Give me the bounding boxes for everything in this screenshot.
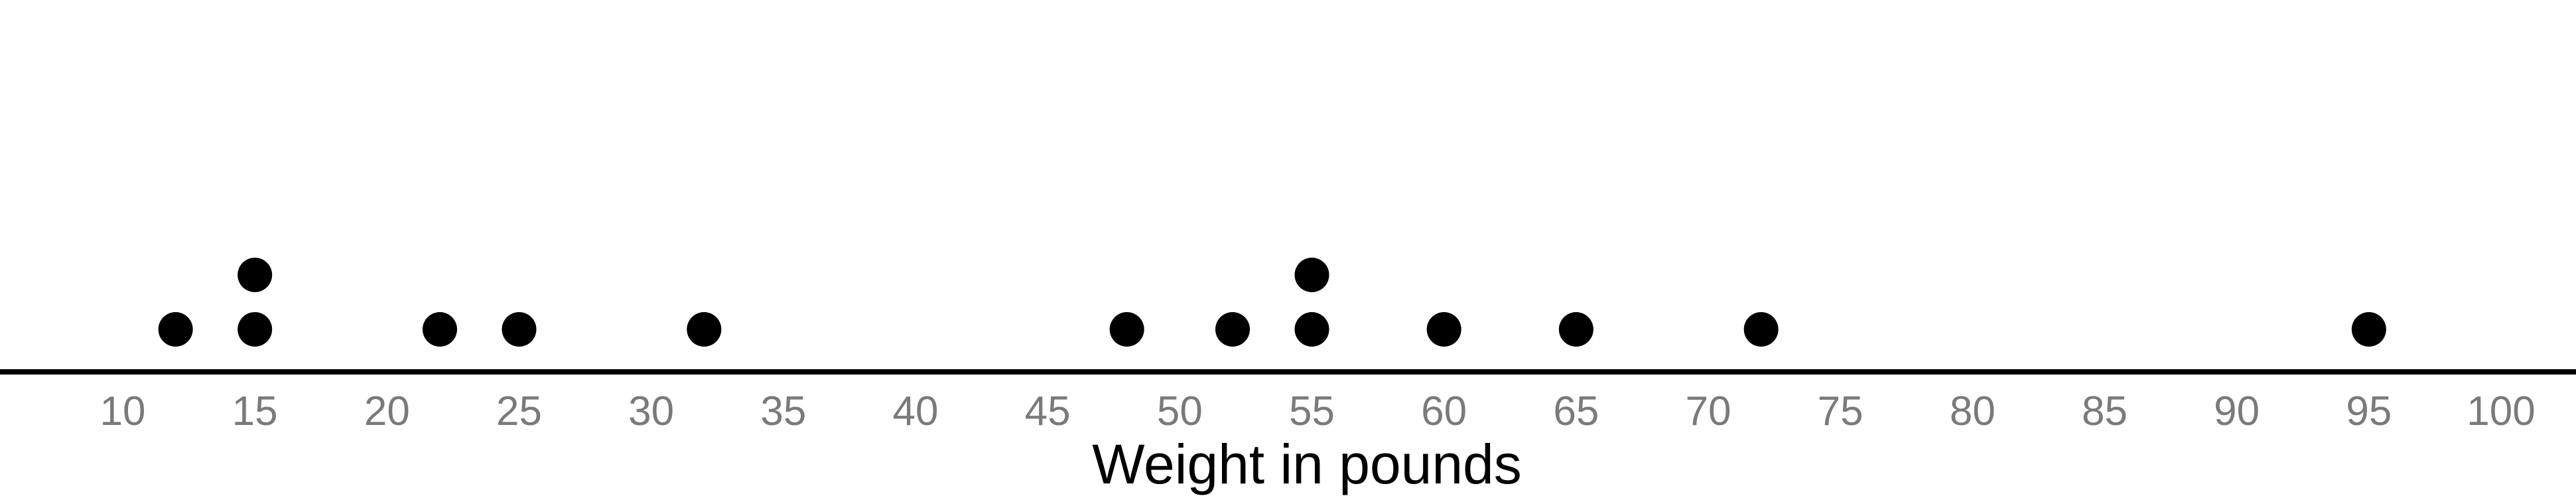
x-tick-label: 35 bbox=[760, 388, 806, 434]
x-axis-ticks: 10 15 20 25 30 35 40 45 50 55 60 65 70 75 80 85 90 95 100 bbox=[100, 388, 2536, 434]
data-dot bbox=[423, 312, 457, 347]
x-tick-label: 25 bbox=[496, 388, 542, 434]
x-tick-label: 30 bbox=[628, 388, 674, 434]
x-axis-title: Weight in pounds bbox=[1092, 433, 1522, 495]
x-tick-label: 85 bbox=[2082, 388, 2128, 434]
x-tick-label: 95 bbox=[2346, 388, 2392, 434]
x-tick-label: 20 bbox=[364, 388, 410, 434]
x-tick-label: 50 bbox=[1157, 388, 1203, 434]
data-dot bbox=[1558, 312, 1593, 347]
x-tick-label: 45 bbox=[1025, 388, 1071, 434]
data-dot bbox=[237, 258, 273, 292]
x-tick-label: 55 bbox=[1289, 388, 1335, 434]
data-dot bbox=[237, 312, 273, 347]
data-dot bbox=[1426, 312, 1461, 347]
x-tick-label: 75 bbox=[1818, 388, 1864, 434]
data-dot bbox=[1294, 258, 1329, 292]
data-dot bbox=[158, 312, 193, 347]
x-tick-label: 40 bbox=[893, 388, 939, 434]
dots-layer bbox=[158, 258, 2386, 347]
data-dot bbox=[2351, 312, 2386, 347]
data-dot bbox=[502, 312, 537, 347]
x-tick-label: 65 bbox=[1553, 388, 1599, 434]
x-tick-label: 100 bbox=[2467, 388, 2535, 434]
x-tick-label: 70 bbox=[1686, 388, 1731, 434]
x-tick-label: 60 bbox=[1421, 388, 1467, 434]
x-tick-label: 80 bbox=[1950, 388, 1996, 434]
data-dot bbox=[1743, 312, 1779, 347]
data-dot bbox=[1294, 312, 1329, 347]
x-tick-label: 15 bbox=[232, 388, 278, 434]
x-tick-label: 90 bbox=[2214, 388, 2260, 434]
data-dot bbox=[1109, 312, 1144, 347]
x-tick-label: 10 bbox=[100, 388, 146, 434]
data-dot bbox=[687, 312, 722, 347]
data-dot bbox=[1215, 312, 1250, 347]
